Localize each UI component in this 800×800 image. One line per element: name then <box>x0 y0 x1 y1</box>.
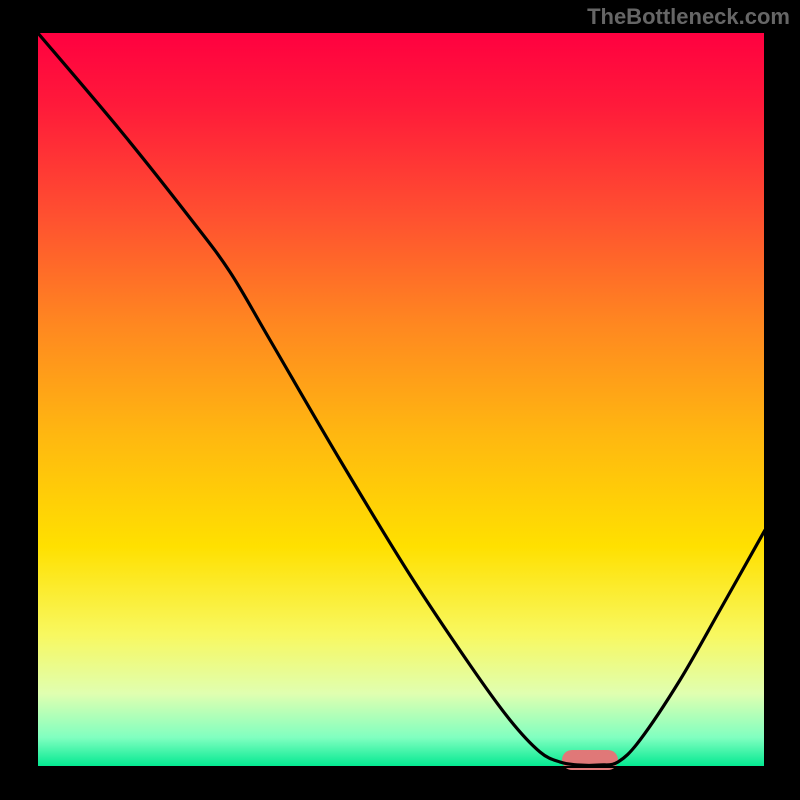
chart-plot-background <box>37 32 765 767</box>
chart-container: TheBottleneck.com <box>0 0 800 800</box>
bottleneck-curve-chart <box>0 0 800 800</box>
watermark-text: TheBottleneck.com <box>587 4 790 30</box>
